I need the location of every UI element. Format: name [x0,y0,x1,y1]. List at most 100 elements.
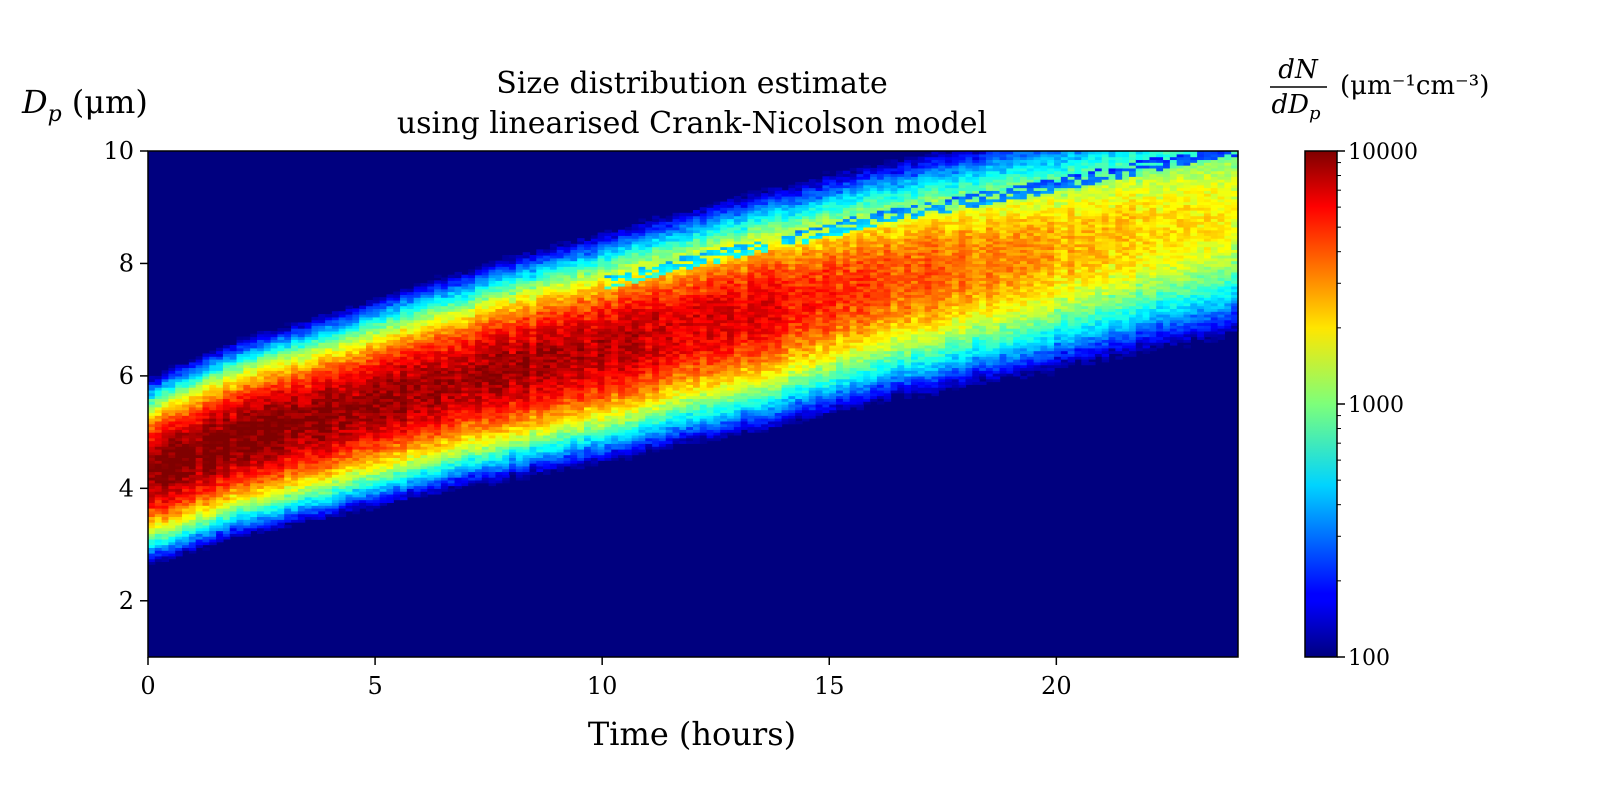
heatmap-cell [216,353,224,357]
heatmap-cell [291,451,299,456]
heatmap-cell [318,460,326,464]
heatmap-cell [570,426,578,430]
heatmap-cell [427,488,435,492]
heatmap-cell [481,299,490,304]
heatmap-cell [372,325,381,329]
heatmap-cell [434,375,442,380]
heatmap-cell [168,463,176,467]
heatmap-cell [522,305,531,310]
heatmap-cell [277,477,285,481]
heatmap-cell [161,544,170,548]
heatmap-cell [168,482,176,487]
heatmap-cell [345,401,353,405]
heatmap-cell [454,451,462,456]
heatmap-cell [352,463,360,467]
heatmap-cell [481,395,490,399]
heatmap-cell [461,477,469,481]
heatmap-cell [522,339,531,343]
heatmap-cell [243,370,251,374]
heatmap-cell [209,491,217,495]
heatmap-cell [420,339,428,343]
heatmap-cell [195,375,204,380]
heatmap-cell [202,356,210,360]
heatmap-cell [284,510,292,515]
heatmap-cell [188,519,197,523]
heatmap-cell [454,356,462,360]
heatmap-cell [366,479,374,484]
heatmap-cell [515,375,524,380]
heatmap-cell [359,387,367,391]
heatmap-cell [182,387,190,391]
heatmap-cell [468,440,476,444]
heatmap-cell [175,552,183,557]
heatmap-cell [366,485,374,489]
heatmap-cell [597,240,606,245]
heatmap-cell [311,434,319,439]
heatmap-cell [250,370,258,374]
heatmap-cell [393,339,401,343]
heatmap-cell [577,294,585,298]
heatmap-cell [522,285,531,290]
heatmap-cell [570,333,578,338]
heatmap-cell [556,373,565,377]
heatmap-cell [188,443,197,447]
heatmap-cell [304,395,313,399]
heatmap-cell [188,460,197,464]
heatmap-cell [509,384,517,388]
heatmap-cell [161,451,170,456]
heatmap-cell [590,398,599,402]
heatmap-cell [216,488,224,492]
heatmap-cell [188,373,197,377]
heatmap-cell [393,409,401,414]
heatmap-cell [543,319,551,324]
heatmap-cell [182,536,190,540]
heatmap-cell [543,463,551,467]
heatmap-cell [250,471,258,475]
heatmap-cell [161,508,170,512]
heatmap-cell [257,364,265,369]
heatmap-cell [406,305,415,310]
heatmap-cell [420,359,428,363]
heatmap-cell [556,361,565,366]
heatmap-cell [366,446,374,450]
heatmap-cell [270,378,279,383]
heatmap-cell [209,493,217,498]
heatmap-cell [495,330,503,335]
heatmap-cell [195,477,204,481]
heatmap-cell [529,350,537,354]
heatmap-cell [291,499,299,503]
heatmap-cell [161,384,170,388]
heatmap-cell [345,381,353,385]
heatmap-cell [216,482,224,487]
heatmap-cell [400,375,408,380]
heatmap-cell [475,418,483,422]
heatmap-cell [229,502,238,506]
heatmap-cell [154,375,163,380]
heatmap-cell [386,361,394,366]
heatmap-cell [209,448,217,453]
heatmap-cell [325,361,333,366]
heatmap-cell [195,361,204,366]
heatmap-cell [352,364,360,369]
heatmap-cell [413,361,422,366]
heatmap-cell [291,404,299,408]
heatmap-cell [515,395,524,399]
heatmap-cell [515,446,524,450]
heatmap-cell [454,325,462,329]
heatmap-cell [222,364,231,369]
heatmap-cell [577,288,585,293]
heatmap-cell [338,429,347,433]
heatmap-cell [250,387,258,391]
heatmap-cell [311,513,319,518]
heatmap-cell [331,370,340,374]
heatmap-cell [188,474,197,478]
heatmap-cell [182,460,190,464]
heatmap-cell [440,299,449,304]
heatmap-cell [188,387,197,391]
heatmap-cell [304,344,313,349]
y-axis-label-units: (μm) [72,83,148,121]
heatmap-cell [386,330,394,335]
heatmap-cell [284,392,292,397]
heatmap-cell [488,370,497,374]
heatmap-cell [406,488,415,492]
